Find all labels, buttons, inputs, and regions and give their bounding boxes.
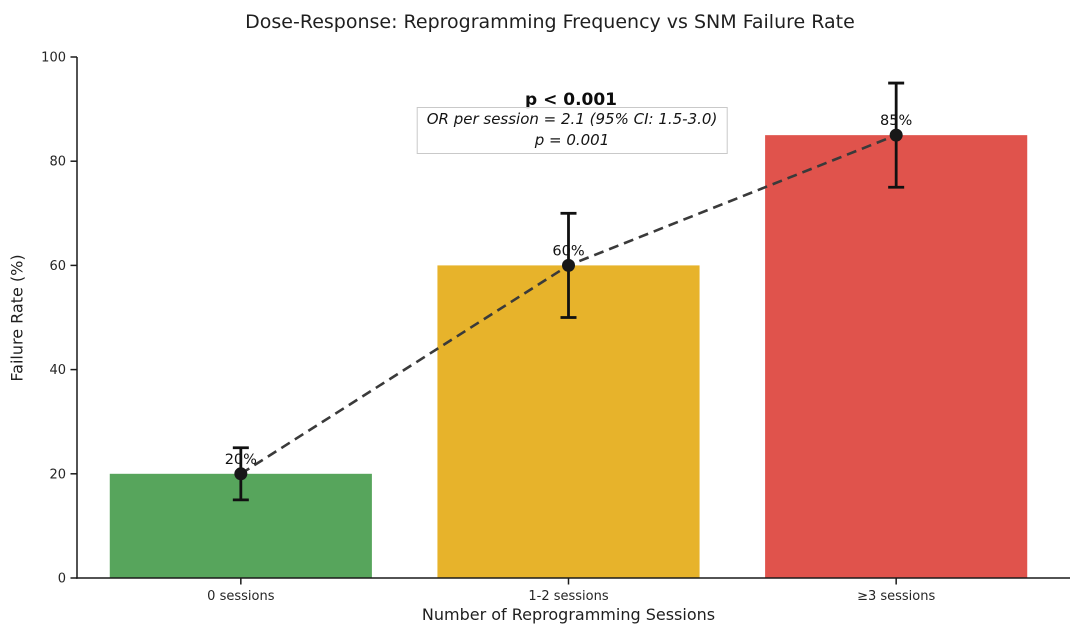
stats-annotation-box: OR per session = 2.1 (95% CI: 1.5-3.0) p… [416,107,728,155]
data-point-marker [889,128,903,142]
significance-annotation: p < 0.001 [524,90,618,110]
x-tick-label: 0 sessions [207,589,275,604]
y-axis-label: Failure Rate (%) [7,254,27,382]
stats-box-line2: p = 0.001 [534,130,610,149]
y-tick-label: 0 [58,572,66,587]
y-tick-label: 100 [41,51,66,66]
data-point-marker [234,467,248,481]
stats-box-line1: OR per session = 2.1 (95% CI: 1.5-3.0) [426,110,718,128]
bar-≥3 sessions [765,135,1028,578]
y-tick-label: 20 [49,467,66,482]
y-tick-label: 40 [49,363,66,378]
x-axis-label: Number of Reprogramming Sessions [421,605,716,624]
y-tick-label: 60 [49,259,66,274]
chart-title: Dose-Response: Reprogramming Frequency v… [245,11,855,33]
y-tick-label: 80 [49,155,66,170]
x-tick-label: 1-2 sessions [528,589,608,604]
data-point-marker [562,258,575,272]
x-tick-label: ≥3 sessions [857,589,935,604]
